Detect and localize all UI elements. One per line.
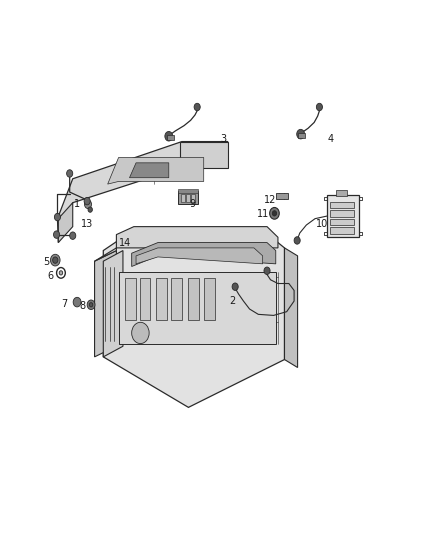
- Polygon shape: [204, 278, 215, 320]
- Bar: [330, 227, 354, 233]
- Bar: [177, 191, 198, 204]
- Circle shape: [84, 197, 90, 205]
- Bar: [330, 201, 354, 208]
- Polygon shape: [171, 278, 182, 320]
- Bar: [330, 219, 354, 225]
- Circle shape: [272, 211, 277, 216]
- Polygon shape: [58, 203, 73, 243]
- Circle shape: [297, 130, 304, 139]
- Bar: [330, 210, 354, 216]
- Text: 2: 2: [229, 296, 235, 306]
- Circle shape: [54, 213, 60, 221]
- Circle shape: [67, 169, 73, 177]
- Circle shape: [88, 207, 92, 212]
- Text: 8: 8: [80, 301, 86, 311]
- Circle shape: [53, 257, 58, 263]
- Polygon shape: [103, 251, 123, 357]
- Polygon shape: [285, 248, 297, 368]
- Circle shape: [89, 303, 93, 307]
- Text: 5: 5: [43, 257, 49, 267]
- Circle shape: [59, 271, 63, 275]
- Polygon shape: [327, 195, 359, 237]
- Polygon shape: [57, 142, 228, 243]
- Text: 14: 14: [119, 238, 131, 247]
- Text: 3: 3: [220, 134, 226, 144]
- Text: 11: 11: [257, 209, 269, 220]
- Bar: [177, 189, 198, 193]
- Circle shape: [232, 283, 238, 290]
- Bar: [298, 133, 305, 139]
- Text: 7: 7: [61, 298, 67, 309]
- Circle shape: [194, 103, 200, 111]
- Polygon shape: [103, 237, 285, 407]
- Circle shape: [53, 231, 60, 238]
- Bar: [191, 193, 195, 202]
- Polygon shape: [130, 163, 169, 177]
- Bar: [180, 193, 184, 202]
- Circle shape: [294, 237, 300, 244]
- Circle shape: [73, 297, 81, 307]
- Circle shape: [264, 267, 270, 274]
- Polygon shape: [136, 248, 263, 264]
- Polygon shape: [188, 278, 199, 320]
- Polygon shape: [140, 278, 150, 320]
- Circle shape: [70, 232, 76, 239]
- Circle shape: [85, 200, 92, 208]
- Circle shape: [87, 300, 95, 310]
- Bar: [186, 193, 190, 202]
- Polygon shape: [95, 251, 117, 357]
- Text: 13: 13: [81, 219, 93, 229]
- Polygon shape: [108, 158, 204, 184]
- Bar: [276, 192, 288, 199]
- Text: 9: 9: [190, 199, 196, 209]
- Bar: [336, 190, 347, 196]
- Circle shape: [132, 322, 149, 344]
- Polygon shape: [95, 227, 278, 261]
- Bar: [166, 135, 173, 140]
- Polygon shape: [155, 278, 166, 320]
- Circle shape: [165, 132, 173, 141]
- Text: 4: 4: [327, 134, 333, 144]
- Text: 12: 12: [264, 195, 276, 205]
- Circle shape: [316, 103, 322, 111]
- Polygon shape: [119, 272, 276, 344]
- Polygon shape: [180, 142, 228, 168]
- Circle shape: [50, 254, 60, 266]
- Polygon shape: [132, 243, 276, 266]
- Circle shape: [270, 207, 279, 219]
- Text: 6: 6: [48, 271, 54, 281]
- Text: 10: 10: [315, 219, 328, 229]
- Text: 1: 1: [74, 199, 80, 209]
- Polygon shape: [125, 278, 136, 320]
